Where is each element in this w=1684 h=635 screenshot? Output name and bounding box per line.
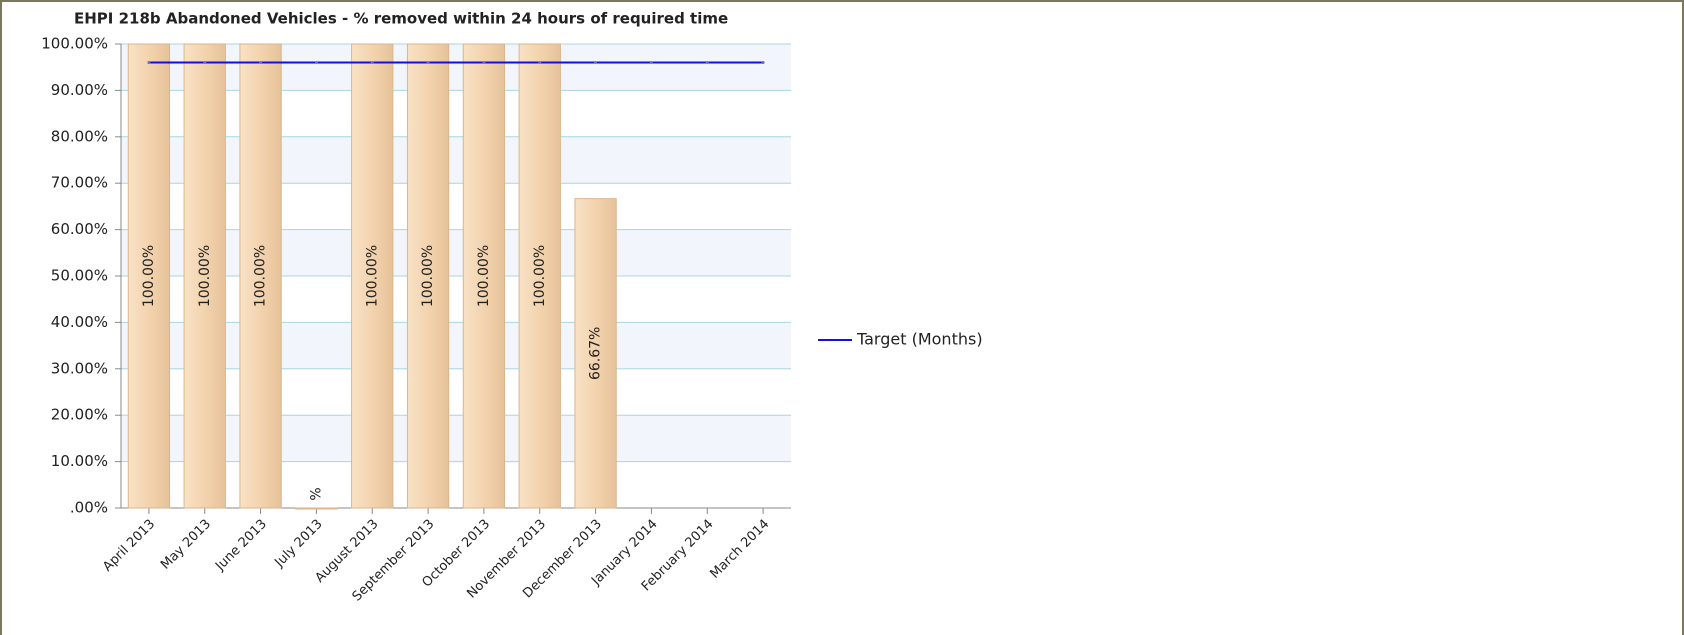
target-marker bbox=[594, 61, 598, 65]
target-marker bbox=[314, 61, 318, 65]
data-label: 100.00% bbox=[364, 245, 380, 307]
y-tick-label: 80.00% bbox=[51, 127, 108, 145]
target-marker bbox=[761, 61, 765, 65]
data-label: 66.67% bbox=[588, 327, 604, 380]
y-tick-label: 20.00% bbox=[51, 406, 108, 424]
x-tick-label: July 2013 bbox=[272, 517, 326, 571]
target-marker bbox=[259, 61, 263, 65]
bar bbox=[574, 198, 617, 509]
x-tick-label: March 2014 bbox=[707, 517, 772, 582]
bar bbox=[351, 43, 394, 509]
target-marker bbox=[482, 61, 486, 65]
y-tick-label: 40.00% bbox=[51, 313, 108, 331]
data-label: 100.00% bbox=[253, 245, 269, 307]
bar bbox=[406, 43, 450, 509]
target-marker bbox=[705, 61, 709, 65]
plot-band bbox=[121, 136, 791, 184]
data-label: 100.00% bbox=[532, 245, 548, 307]
x-tick-label: June 2013 bbox=[212, 517, 270, 575]
plot-band bbox=[121, 44, 791, 91]
bar bbox=[462, 43, 506, 509]
plot-band bbox=[121, 229, 791, 276]
target-marker bbox=[649, 61, 653, 65]
y-tick-label: 10.00% bbox=[51, 452, 108, 470]
legend-label: Target (Months) bbox=[856, 330, 983, 349]
data-label: 100.00% bbox=[197, 245, 213, 307]
target-marker bbox=[203, 61, 207, 65]
data-label: 100.00% bbox=[476, 245, 492, 307]
bar bbox=[183, 43, 226, 509]
y-tick-label: .00% bbox=[70, 499, 108, 517]
x-tick-label: April 2013 bbox=[100, 517, 158, 575]
bar bbox=[295, 507, 338, 510]
y-tick-label: 100.00% bbox=[41, 35, 108, 53]
target-marker bbox=[370, 61, 374, 65]
plot-band bbox=[121, 415, 791, 462]
target-marker bbox=[538, 61, 542, 65]
data-label: % bbox=[308, 487, 324, 500]
y-tick-label: 60.00% bbox=[51, 220, 108, 238]
y-tick-label: 90.00% bbox=[51, 81, 108, 99]
chart-title: EHPI 218b Abandoned Vehicles - % removed… bbox=[74, 10, 728, 28]
data-label: 100.00% bbox=[141, 245, 157, 307]
data-label: 100.00% bbox=[420, 245, 436, 307]
y-tick-label: 70.00% bbox=[51, 174, 108, 192]
target-marker bbox=[426, 61, 430, 65]
bar bbox=[518, 43, 561, 509]
bar bbox=[239, 43, 282, 509]
bar bbox=[127, 43, 171, 509]
x-tick-label: May 2013 bbox=[158, 517, 214, 573]
y-tick-label: 30.00% bbox=[51, 359, 108, 377]
target-marker bbox=[147, 61, 151, 65]
plot-band bbox=[121, 322, 791, 369]
y-tick-label: 50.00% bbox=[51, 267, 108, 285]
